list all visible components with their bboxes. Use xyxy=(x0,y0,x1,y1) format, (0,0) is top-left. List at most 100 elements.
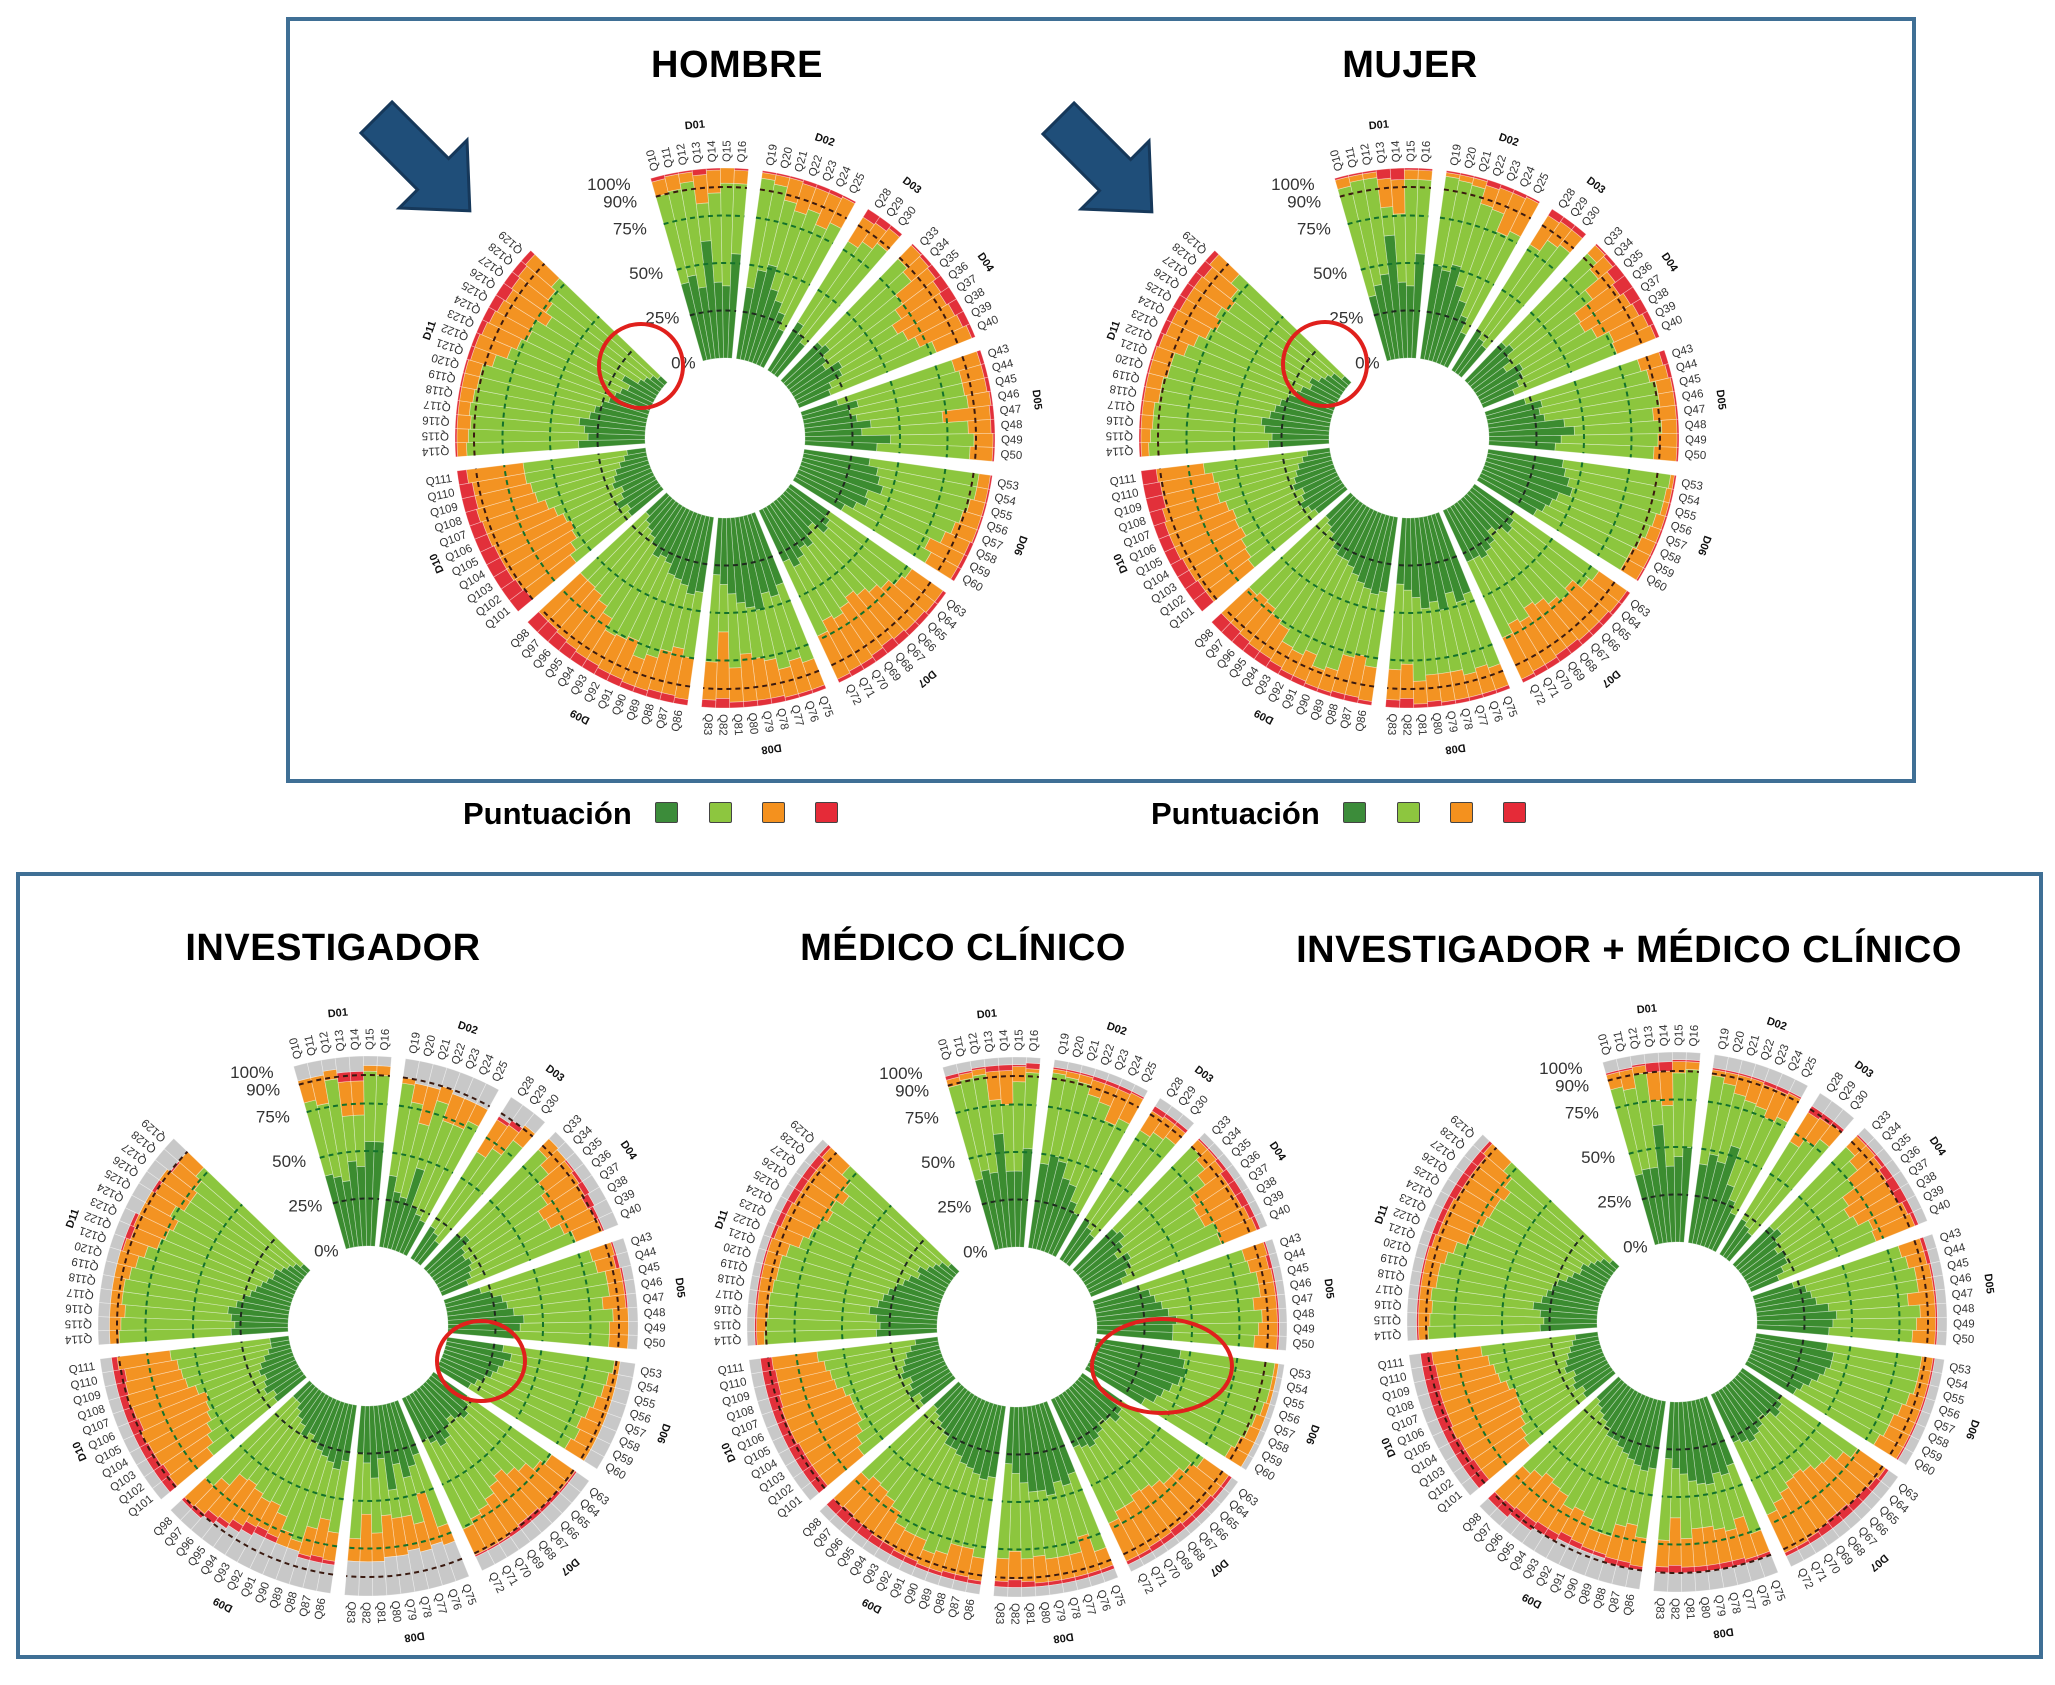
gridline-25 xyxy=(1426,310,1472,328)
question-label: Q82 xyxy=(1008,1603,1020,1625)
radial-axis-label: 0% xyxy=(963,1242,988,1261)
question-label: Q10 xyxy=(645,148,662,172)
bar-Q90 xyxy=(1303,511,1383,693)
question-label: Q87 xyxy=(1339,706,1355,730)
domain-label: D05 xyxy=(1713,389,1727,410)
bar-segment-red xyxy=(1389,167,1405,181)
bar-Q76 xyxy=(746,513,814,698)
question-label: Q45 xyxy=(1946,1257,1970,1273)
legend-swatch-light-green xyxy=(1397,802,1420,823)
bar-segment-orange xyxy=(1007,1550,1022,1581)
chart-title-medico-clinico: MÉDICO CLÍNICO xyxy=(800,927,1126,969)
question-label: Q110 xyxy=(1111,487,1140,504)
bar-segment-orange xyxy=(1608,313,1650,343)
bar-Q92 xyxy=(593,507,691,682)
bar-segment-red xyxy=(466,345,476,361)
gridline-50 xyxy=(1573,380,1585,454)
bar-segment-red xyxy=(875,216,892,232)
bar-segment-red xyxy=(1481,689,1498,698)
domain-label: D06 xyxy=(1303,1423,1321,1446)
bar-segment-grey xyxy=(344,1560,361,1597)
domain-label: D11 xyxy=(713,1208,731,1231)
bar-segment-orange xyxy=(1252,1294,1278,1311)
bar-Q24 xyxy=(1439,189,1528,367)
bar-segment-red xyxy=(1588,621,1604,636)
question-label: Q11 xyxy=(660,146,676,169)
bar-segment-grey xyxy=(1643,1052,1660,1064)
bar-segment-orange xyxy=(1185,287,1223,318)
question-label: Q83 xyxy=(344,1601,357,1623)
bottom-panel-frame xyxy=(16,872,2043,1659)
bar-segment-grey xyxy=(746,1317,756,1333)
bar-segment-red xyxy=(904,621,920,636)
bar-segment-red xyxy=(1660,515,1668,531)
bar-Q93 xyxy=(1265,505,1371,675)
domain-label: D03 xyxy=(543,1063,566,1085)
gridline-50 xyxy=(1556,462,1584,532)
radial-axis-label: 0% xyxy=(1623,1237,1648,1256)
gridline-50 xyxy=(549,315,600,451)
question-label: Q46 xyxy=(1289,1277,1312,1292)
gridline-75 xyxy=(1502,565,1593,641)
question-label: Q86 xyxy=(1622,1593,1637,1616)
bar-Q44 xyxy=(1485,363,1673,421)
gridline-90 xyxy=(1443,188,1532,220)
bar-segment-orange xyxy=(1141,400,1156,417)
bar-segment-grey xyxy=(1278,1307,1288,1323)
bar-Q56 xyxy=(799,460,984,531)
question-label: Q46 xyxy=(997,388,1020,403)
radial-axis-label: 90% xyxy=(895,1082,929,1101)
question-label: Q13 xyxy=(982,1030,996,1053)
bar-segment-grey xyxy=(1034,1585,1051,1597)
bar-segment-dark-green xyxy=(621,471,655,493)
bar-segment-red xyxy=(980,363,989,379)
bar-Q55 xyxy=(1485,456,1672,518)
question-label: Q87 xyxy=(298,1594,314,1618)
bar-segment-dark-green xyxy=(1267,439,1330,449)
bar-segment-red xyxy=(965,323,976,339)
bar-Q129 xyxy=(520,249,668,387)
bar-segment-light-green xyxy=(374,1074,391,1143)
bar-segment-light-green xyxy=(466,440,580,457)
chart-title-hombre: HOMBRE xyxy=(651,44,823,86)
bar-Q97 xyxy=(536,495,674,643)
gridline-50 xyxy=(1501,288,1525,307)
bar-segment-grey xyxy=(1406,1312,1418,1328)
legend-mujer: Puntuación xyxy=(1151,796,1551,831)
bar-segment-grey xyxy=(1048,1583,1065,1596)
bar-segment-orange xyxy=(538,572,589,622)
bar-Q83 xyxy=(701,517,723,709)
bar-Q64 xyxy=(1468,486,1623,616)
domain-label: D02 xyxy=(1497,131,1520,149)
bar-segment-orange xyxy=(728,667,744,703)
gridline-25 xyxy=(1476,329,1494,343)
bar-segment-red xyxy=(1560,216,1576,231)
question-label: Q115 xyxy=(65,1317,92,1329)
gridline-50 xyxy=(889,380,901,454)
question-label: Q116 xyxy=(1374,1297,1402,1311)
question-label: Q13 xyxy=(1642,1025,1656,1048)
bar-segment-red xyxy=(1468,693,1484,702)
bar-Q30 xyxy=(773,224,903,379)
question-label: Q47 xyxy=(642,1291,665,1305)
bar-Q106 xyxy=(1158,467,1337,553)
bar-Q65 xyxy=(1466,489,1614,627)
bar-Q25 xyxy=(759,194,857,369)
gridline-50 xyxy=(872,462,900,532)
bar-Q43 xyxy=(800,349,985,417)
domain-label: D08 xyxy=(761,741,783,756)
bar-segment-grey xyxy=(746,1331,756,1347)
gridline-25 xyxy=(597,453,629,521)
bar-Q105 xyxy=(479,471,655,566)
bar-segment-dark-green xyxy=(1539,1323,1598,1332)
bar-Q88 xyxy=(1329,514,1391,701)
question-label: Q49 xyxy=(1293,1323,1315,1335)
bar-segment-grey xyxy=(626,1292,638,1309)
bar-segment-red xyxy=(1343,694,1359,704)
bar-segment-orange xyxy=(968,446,994,462)
bar-Q92 xyxy=(1277,507,1375,682)
gridline-75 xyxy=(1596,468,1631,557)
question-label: Q119 xyxy=(428,367,457,385)
question-label: Q115 xyxy=(1374,1313,1401,1325)
